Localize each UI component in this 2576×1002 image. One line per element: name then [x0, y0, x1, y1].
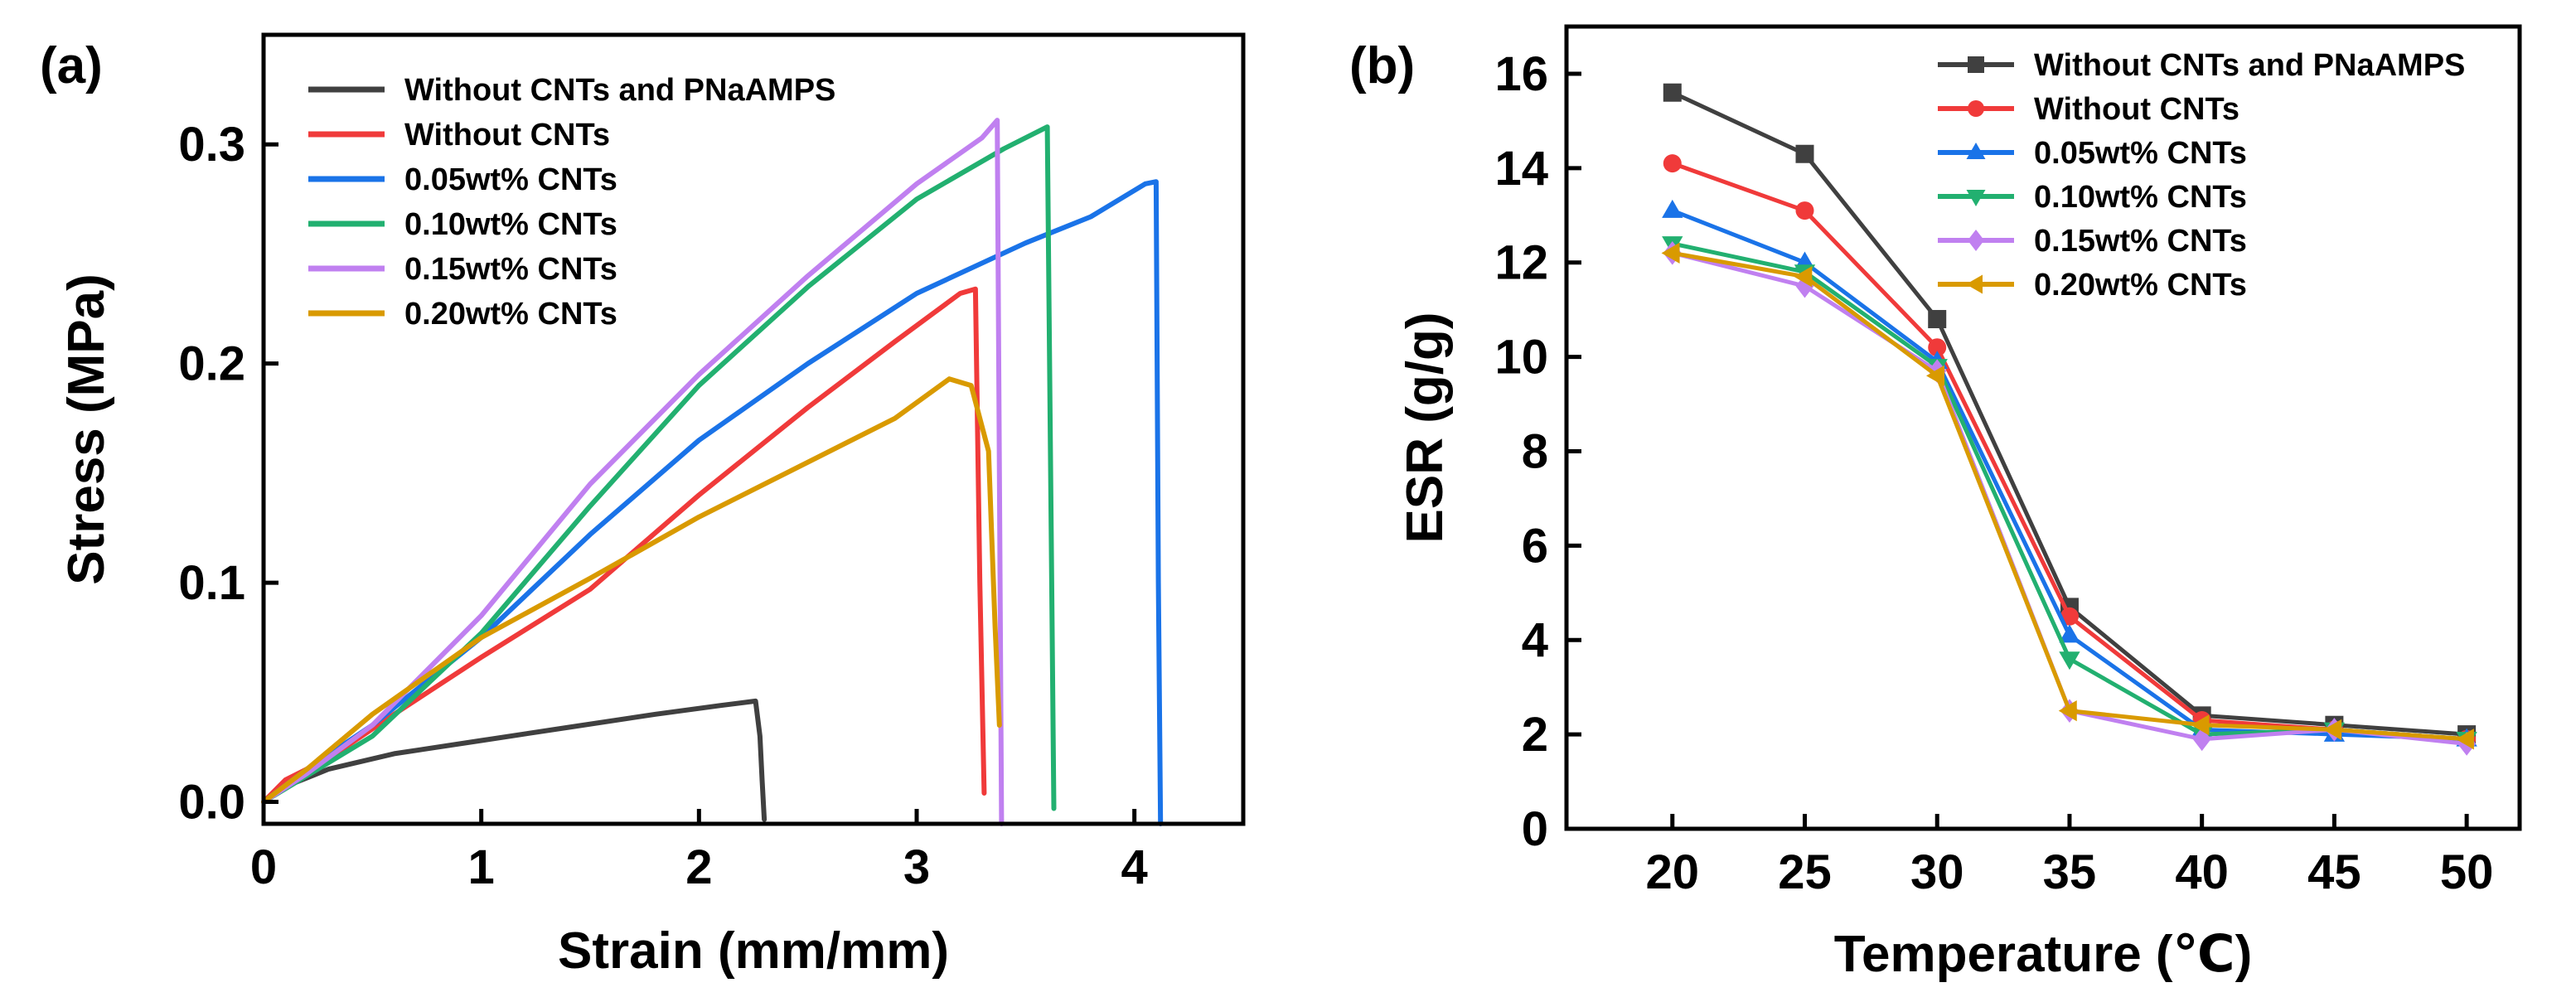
- panel-b-point-0-20wt-cnts: [2058, 699, 2077, 722]
- panel-b-xtick-label: 45: [2307, 845, 2361, 899]
- panel-b-legend-label: Without CNTs: [2034, 92, 2239, 127]
- panel-b-frame: [1564, 24, 2522, 831]
- panel-b-ytick-label: 0: [1522, 802, 1548, 856]
- panel-b-ytick-label: 12: [1494, 236, 1548, 290]
- panel-b-point-0-15wt-cnts: [2192, 727, 2211, 752]
- panel-b-xtick-label: 50: [2440, 845, 2494, 899]
- panel-a-series-0-05wt-cnts: [261, 179, 1164, 826]
- panel-b-point-0-20wt-cnts: [2191, 714, 2210, 736]
- panel-a-legend-label: 0.05wt% CNTs: [404, 162, 617, 197]
- panel-a-series-0-15wt-cnts: [261, 118, 1005, 826]
- panel-b-legend-label: 0.10wt% CNTs: [2034, 180, 2247, 215]
- panel-a-ytick-label: 0.3: [178, 118, 245, 172]
- panel-a-ytick-label: 0.2: [178, 337, 245, 391]
- panel-b-label: (b): [1349, 37, 1415, 94]
- panel-b-plot-area: [1661, 83, 2477, 756]
- panel-b-point-without-cnts: [1928, 338, 1947, 357]
- panel-b-xlabel: Temperature (℃): [1834, 926, 2253, 983]
- panel-a-legend-label: Without CNTs and PNaAMPS: [404, 73, 835, 108]
- panel-b-ytick-label: 16: [1494, 47, 1548, 101]
- panel-a-legend-label: 0.15wt% CNTs: [404, 252, 617, 287]
- panel-b-ytick-label: 10: [1494, 331, 1548, 385]
- panel-b-point-0-05wt-cnts: [1662, 199, 1683, 218]
- panel-b-point-without-cnts: [2060, 607, 2079, 626]
- panel-b-legend-marker: [1968, 56, 1984, 73]
- panel-b-legend-marker: [1968, 100, 1984, 117]
- panel-b-legend-marker: [1966, 190, 1986, 206]
- panel-a-legend-label: 0.20wt% CNTs: [404, 297, 617, 332]
- panel-b-point-0-20wt-cnts: [2455, 729, 2474, 750]
- panel-b-point-0-05wt-cnts: [2059, 624, 2080, 643]
- panel-a-plot-area: [261, 118, 1164, 826]
- panel-b-ytick-label: 6: [1522, 519, 1548, 573]
- panel-b-legend-label: 0.05wt% CNTs: [2034, 136, 2247, 171]
- panel-a-stress-strain: (a) 0 1 2 3 4 0.0 0.1 0.2 0.3 Strain (mm/mm) Str…: [40, 32, 1246, 980]
- panel-a-frame: [261, 32, 1246, 826]
- panel-a-ticks: 0 1 2 3 4 0.0 0.1 0.2 0.3: [178, 118, 1147, 894]
- panel-b-legend: Without CNTs and PNaAMPS Without CNTs 0.05…: [1938, 48, 2465, 303]
- panel-a-legend-label: 0.10wt% CNTs: [404, 207, 617, 242]
- panel-a-series-0-10wt-cnts: [261, 124, 1057, 811]
- panel-b-legend-label: Without CNTs and PNaAMPS: [2034, 48, 2465, 83]
- panel-a-label: (a): [40, 37, 103, 94]
- panel-a-ylabel: Stress (MPa): [58, 273, 115, 585]
- panel-a-legend: Without CNTs and PNaAMPS Without CNTs 0.05…: [308, 73, 835, 332]
- panel-a-legend-label: Without CNTs: [404, 118, 610, 152]
- panel-b-point-without-cnts: [1663, 154, 1682, 173]
- panel-b-point-0-20wt-cnts: [1794, 266, 1813, 288]
- panel-a-series-without-cnts-and-pnaamps: [261, 698, 767, 822]
- panel-b-point-without-cnts-and-pnaamps: [1795, 144, 1814, 163]
- panel-a-xtick-label: 1: [468, 840, 495, 894]
- panel-b-point-0-15wt-cnts: [1795, 273, 1814, 298]
- panel-b-xtick-label: 20: [1646, 845, 1700, 899]
- panel-a-ytick-label: 0.1: [178, 556, 245, 610]
- panel-b-legend-marker: [1966, 143, 1986, 159]
- panel-b-ytick-label: 2: [1522, 708, 1548, 762]
- panel-b-point-0-20wt-cnts: [2323, 719, 2342, 741]
- panel-b-point-without-cnts-and-pnaamps: [1928, 310, 1947, 329]
- panel-b-point-0-10wt-cnts: [2059, 651, 2080, 670]
- panel-b-ticks: 20 25 30 35 40 45 50 0 2 4 6 8 10 12 14 16: [1494, 47, 2493, 899]
- panel-b-series-0-15wt-cnts: [1670, 250, 2469, 746]
- panel-b-esr-temperature: (b) 20 25 30 35 40 45 50 0 2 4 6 8 10 12 14 16 Temperat…: [1349, 24, 2522, 983]
- panel-b-legend-marker: [1966, 274, 1983, 294]
- panel-b-point-without-cnts-and-pnaamps: [1663, 83, 1682, 102]
- panel-b-point-0-20wt-cnts: [1661, 242, 1680, 264]
- panel-b-ytick-label: 4: [1522, 613, 1548, 667]
- panel-b-ytick-label: 8: [1522, 424, 1548, 478]
- panel-a-series-0-20wt-cnts: [261, 376, 1002, 805]
- panel-b-xtick-label: 40: [2175, 845, 2229, 899]
- panel-a-ytick-label: 0.0: [178, 776, 245, 830]
- panel-b-point-without-cnts: [1795, 201, 1814, 220]
- panel-a-xlabel: Strain (mm/mm): [558, 922, 949, 980]
- panel-a-xtick-label: 3: [903, 840, 930, 894]
- panel-b-xtick-label: 30: [1910, 845, 1964, 899]
- panel-b-xtick-label: 35: [2043, 845, 2097, 899]
- panel-a-xtick-label: 4: [1121, 840, 1148, 894]
- panel-b-legend-marker: [1968, 230, 1984, 251]
- panel-b-legend-label: 0.15wt% CNTs: [2034, 224, 2247, 259]
- panel-b-point-0-20wt-cnts: [1926, 365, 1945, 387]
- panel-b-legend-label: 0.20wt% CNTs: [2034, 268, 2247, 303]
- panel-b-xtick-label: 25: [1778, 845, 1832, 899]
- panel-a-xtick-label: 0: [250, 840, 277, 894]
- panel-b-ylabel: ESR (g/g): [1397, 312, 1454, 544]
- panel-b-ytick-label: 14: [1494, 142, 1548, 196]
- panel-a-xtick-label: 2: [685, 840, 712, 894]
